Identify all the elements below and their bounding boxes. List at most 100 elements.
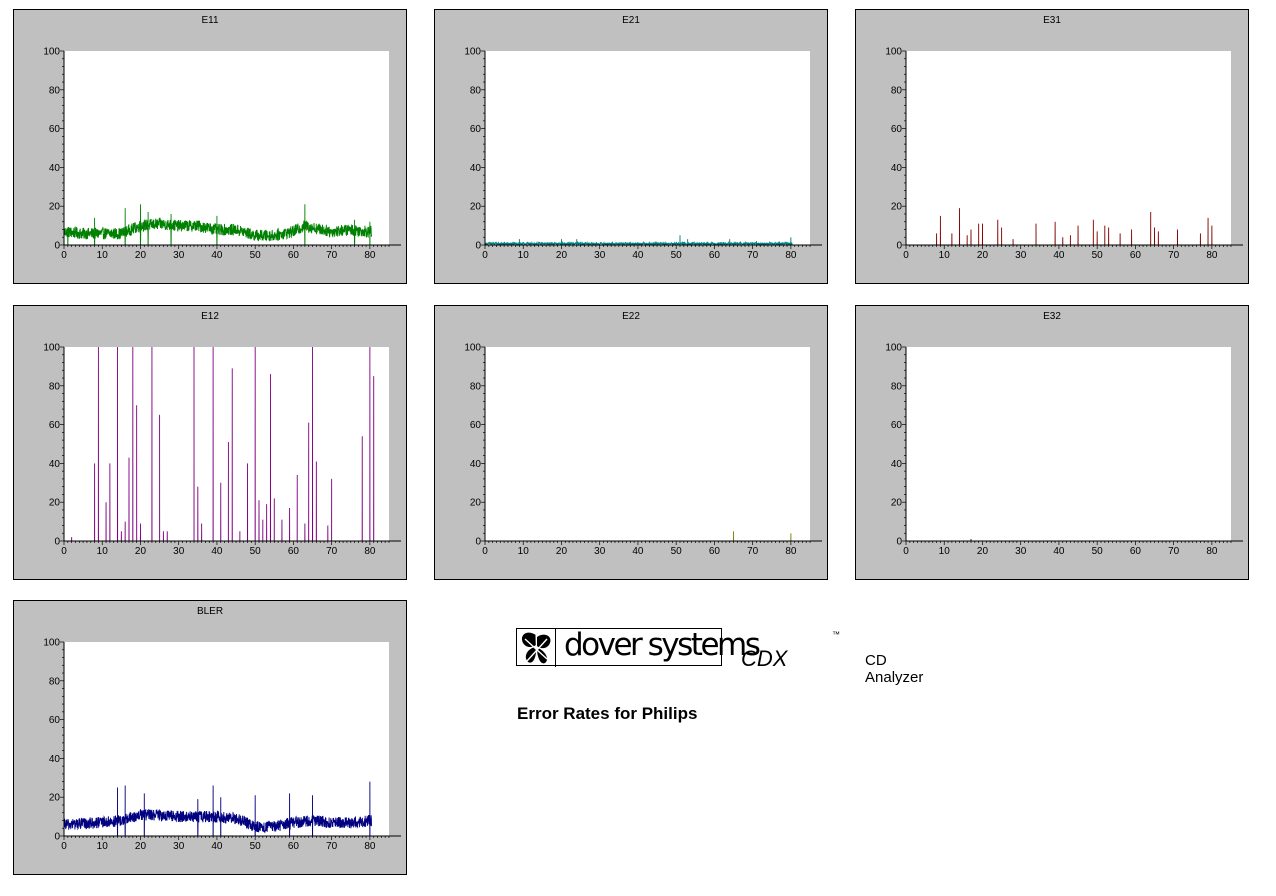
- y-tick-label: 80: [470, 85, 482, 96]
- y-tick-label: 60: [49, 420, 61, 431]
- plot-area: [485, 347, 810, 541]
- y-tick-label: 100: [885, 343, 902, 354]
- chart-title: E31: [1043, 15, 1061, 26]
- x-tick-label: 30: [173, 250, 185, 261]
- y-tick-label: 0: [54, 537, 60, 548]
- y-tick-label: 60: [891, 124, 903, 135]
- x-tick-label: 40: [632, 250, 644, 261]
- chart-e32: 0 10 20 30 40 50 60 70 80 0 20 40 60 80 100: [885, 343, 1243, 557]
- y-tick-label: 40: [49, 754, 61, 765]
- x-tick-label: 10: [939, 250, 951, 261]
- x-tick-label: 40: [1053, 250, 1065, 261]
- chart-e31: 0 10 20 30 40 50 60 70 80 0 20 40 60 80 100: [885, 47, 1243, 261]
- x-tick-label: 10: [97, 546, 109, 557]
- y-tick-label: 100: [43, 47, 60, 58]
- y-tick-label: 20: [49, 793, 61, 804]
- x-tick-label: 0: [482, 250, 488, 261]
- y-tick-label: 60: [891, 420, 903, 431]
- x-tick-label: 0: [903, 250, 909, 261]
- y-tick-label: 0: [475, 537, 481, 548]
- chart-title: E12: [201, 311, 219, 322]
- x-tick-label: 50: [250, 841, 262, 852]
- x-tick-label: 70: [326, 250, 338, 261]
- x-tick-label: 20: [556, 546, 568, 557]
- x-tick-label: 10: [97, 841, 109, 852]
- x-tick-label: 30: [173, 841, 185, 852]
- chart-title: E11: [201, 15, 219, 26]
- x-tick-label: 70: [326, 546, 338, 557]
- x-tick-label: 80: [1206, 250, 1218, 261]
- chart-panel-bler: BLER 0 10 20 30 40 50 60 70 80 0 20 40 60 80 100: [13, 600, 407, 875]
- y-tick-label: 0: [54, 241, 60, 252]
- x-tick-label: 0: [903, 546, 909, 557]
- y-tick-label: 40: [49, 163, 61, 174]
- product-name: CDX: [741, 646, 788, 671]
- series-line: [63, 781, 373, 837]
- chart-e21: 0 10 20 30 40 50 60 70 80 0 20 40 60 80 100: [464, 47, 822, 261]
- x-tick-label: 30: [594, 250, 606, 261]
- x-tick-label: 70: [1168, 546, 1180, 557]
- y-tick-label: 100: [43, 343, 60, 354]
- y-tick-label: 100: [43, 638, 60, 649]
- chart-e12: 0 10 20 30 40 50 60 70 80 0 20 40 60 80 100: [43, 343, 401, 557]
- trademark-mark: ™: [832, 630, 840, 639]
- y-tick-label: 80: [49, 85, 61, 96]
- x-tick-label: 30: [173, 546, 185, 557]
- x-tick-label: 50: [671, 546, 683, 557]
- chart-e11: 0 10 20 30 40 50 60 70 80 0 20 40 60 80 100: [43, 47, 401, 261]
- chart-title: E22: [622, 311, 640, 322]
- x-tick-label: 40: [1053, 546, 1065, 557]
- y-tick-label: 100: [464, 343, 481, 354]
- y-tick-label: 40: [470, 163, 482, 174]
- series-line: [63, 204, 373, 246]
- x-tick-label: 60: [709, 546, 721, 557]
- chart-bler: 0 10 20 30 40 50 60 70 80 0 20 40 60 80 100: [43, 638, 401, 852]
- x-tick-label: 40: [211, 250, 223, 261]
- x-tick-label: 20: [977, 250, 989, 261]
- x-tick-label: 30: [1015, 546, 1027, 557]
- y-tick-label: 20: [470, 498, 482, 509]
- x-tick-label: 80: [364, 546, 376, 557]
- x-tick-label: 80: [364, 841, 376, 852]
- x-tick-label: 50: [1092, 546, 1104, 557]
- plot-area: [485, 51, 810, 245]
- x-tick-label: 0: [61, 546, 67, 557]
- series-line: [484, 235, 793, 247]
- x-tick-label: 30: [594, 546, 606, 557]
- chart-panel-e32: E32 0 10 20 30 40 50 60 70 80 0 20 40 60 80 100: [855, 305, 1249, 580]
- y-tick-label: 60: [470, 124, 482, 135]
- x-tick-label: 0: [61, 250, 67, 261]
- x-tick-label: 40: [632, 546, 644, 557]
- y-tick-label: 60: [470, 420, 482, 431]
- x-tick-label: 80: [1206, 546, 1218, 557]
- logo-text: dover systems: [564, 627, 761, 663]
- y-tick-label: 20: [891, 202, 903, 213]
- y-tick-label: 80: [470, 381, 482, 392]
- x-tick-label: 30: [1015, 250, 1027, 261]
- x-tick-label: 20: [135, 841, 147, 852]
- y-tick-label: 20: [470, 202, 482, 213]
- x-tick-label: 60: [288, 841, 300, 852]
- y-tick-label: 80: [891, 381, 903, 392]
- y-tick-label: 0: [475, 241, 481, 252]
- y-tick-label: 80: [49, 381, 61, 392]
- x-tick-label: 20: [556, 250, 568, 261]
- y-tick-label: 100: [464, 47, 481, 58]
- chart-title: E21: [622, 15, 640, 26]
- y-tick-label: 40: [891, 459, 903, 470]
- chart-title: E32: [1043, 311, 1061, 322]
- y-tick-label: 80: [891, 85, 903, 96]
- y-tick-label: 0: [54, 832, 60, 843]
- y-tick-label: 60: [49, 124, 61, 135]
- x-tick-label: 60: [1130, 546, 1142, 557]
- x-tick-label: 50: [250, 546, 262, 557]
- butterfly-icon: [517, 629, 556, 667]
- x-tick-label: 20: [135, 546, 147, 557]
- x-tick-label: 40: [211, 546, 223, 557]
- x-tick-label: 10: [518, 546, 530, 557]
- y-tick-label: 20: [891, 498, 903, 509]
- x-tick-label: 50: [671, 250, 683, 261]
- chart-panel-e11: E11 0 10 20 30 40 50 60 70 80 0 20 40 60 80 100: [13, 9, 407, 284]
- x-tick-label: 70: [747, 250, 759, 261]
- x-tick-label: 60: [1130, 250, 1142, 261]
